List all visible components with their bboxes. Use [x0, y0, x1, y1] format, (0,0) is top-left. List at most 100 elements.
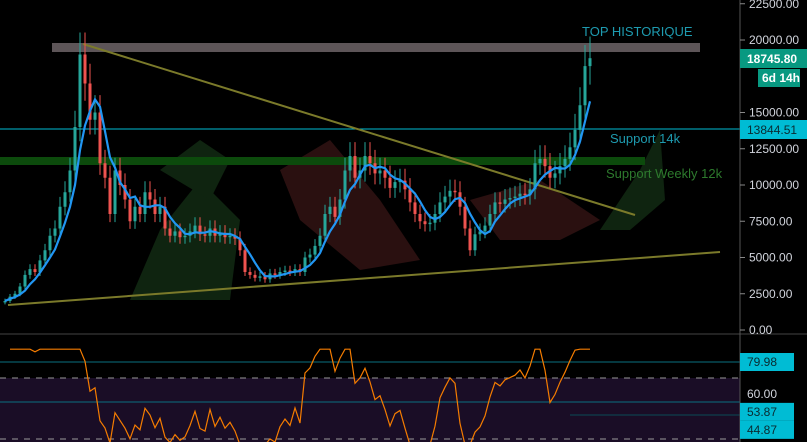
- candle-body: [398, 180, 402, 183]
- candle-body: [98, 112, 102, 164]
- candle-body: [123, 185, 127, 200]
- candle-body: [513, 196, 517, 199]
- candle-body: [378, 170, 382, 174]
- candle-body: [553, 173, 557, 178]
- candle-body: [508, 198, 512, 200]
- candle-body: [168, 228, 172, 236]
- candle-body: [148, 192, 152, 200]
- candle-body: [53, 228, 57, 236]
- candle-body: [238, 238, 242, 251]
- descending-trendline[interactable]: [82, 43, 636, 216]
- support-14k-label: Support 14k: [610, 131, 681, 146]
- candle-body: [3, 301, 7, 303]
- price-axis[interactable]: 22500.00 20000.00 15000.00 12500.00 10000.00…: [740, 0, 799, 337]
- candle-body: [93, 112, 97, 120]
- rsi-value-tag: [740, 420, 794, 439]
- candle-body: [228, 235, 232, 238]
- candle-body: [88, 83, 92, 120]
- candle-body: [458, 192, 462, 207]
- last-price-tag: 18745.80 6d 14h: [740, 49, 807, 87]
- candle-body: [258, 276, 262, 278]
- candle-body: [288, 270, 292, 272]
- candle-body: [193, 225, 197, 232]
- candle-body: [333, 206, 337, 217]
- candle-body: [13, 293, 17, 297]
- candle-body: [303, 257, 307, 272]
- cloud-area: [280, 140, 420, 270]
- candle-body: [383, 170, 387, 178]
- price-tick-label: 7500.00: [749, 214, 793, 228]
- candle-body: [163, 206, 167, 229]
- cloud-area: [470, 180, 600, 240]
- candle-body: [83, 54, 87, 84]
- price-tick-label: 22500.00: [749, 0, 799, 11]
- top-historique-label: TOP HISTORIQUE: [582, 24, 693, 39]
- price-tick-label: 20000.00: [749, 33, 799, 47]
- candle-body: [38, 260, 42, 272]
- candle-body: [18, 286, 22, 294]
- candle-body: [388, 177, 392, 188]
- candle-body: [283, 270, 287, 272]
- candle-body: [58, 206, 62, 229]
- candle-body: [73, 127, 77, 171]
- cloud-area: [160, 140, 230, 200]
- candle-body: [318, 235, 322, 246]
- price-tick-label: 5000.00: [749, 251, 793, 265]
- candle-body: [583, 66, 587, 106]
- candle-body: [273, 273, 277, 275]
- candle-body: [243, 250, 247, 272]
- rsi-axis-label: 60.00: [747, 387, 777, 401]
- candle-body: [33, 269, 37, 272]
- candle-body: [423, 221, 427, 225]
- candle-body: [493, 202, 497, 214]
- candle-body: [543, 158, 547, 167]
- candle-body: [418, 214, 422, 222]
- candle-body: [158, 206, 162, 214]
- candle-body: [483, 225, 487, 232]
- candle-body: [518, 193, 522, 197]
- candle-body: [118, 170, 122, 185]
- candle-body: [578, 105, 582, 130]
- candle-body: [393, 182, 397, 188]
- candle-body: [203, 234, 207, 236]
- candle-body: [353, 156, 357, 178]
- candle-body: [478, 231, 482, 235]
- ichimoku-cloud: [130, 130, 665, 300]
- candle-body: [173, 231, 177, 236]
- candle-body: [113, 170, 117, 214]
- candle-body: [413, 202, 417, 214]
- candle-body: [323, 214, 327, 236]
- price-tick-label: 2500.00: [749, 287, 793, 301]
- candle-body: [23, 274, 27, 287]
- candle-body: [108, 177, 112, 214]
- candle-body: [48, 235, 52, 251]
- candle-body: [533, 163, 537, 190]
- candle-body: [253, 274, 257, 278]
- rsi-axis-label: 44.87: [747, 423, 777, 437]
- candle-body: [588, 58, 592, 67]
- candle-body: [468, 228, 472, 251]
- candle-body: [198, 225, 202, 235]
- candle-body: [443, 196, 447, 203]
- candle-body: [528, 189, 532, 196]
- candle-body: [363, 156, 367, 171]
- candle-body: [328, 206, 332, 214]
- candle-body: [143, 192, 147, 214]
- candle-body: [473, 234, 477, 251]
- candle-body: [558, 166, 562, 174]
- cloud-area: [600, 130, 665, 230]
- candle-body: [463, 206, 467, 229]
- candle-body: [78, 54, 82, 127]
- candle-countdown: 6d 14h: [762, 71, 800, 85]
- ascending-trendline[interactable]: [7, 251, 721, 306]
- candle-body: [573, 129, 577, 148]
- all-time-high-band: [52, 43, 700, 52]
- candle-body: [313, 245, 317, 255]
- candle-body: [368, 156, 372, 164]
- candle-body: [178, 231, 182, 238]
- candle-body: [488, 214, 492, 226]
- candle-body: [338, 199, 342, 217]
- candle-body: [128, 199, 132, 222]
- candle-body: [563, 158, 567, 167]
